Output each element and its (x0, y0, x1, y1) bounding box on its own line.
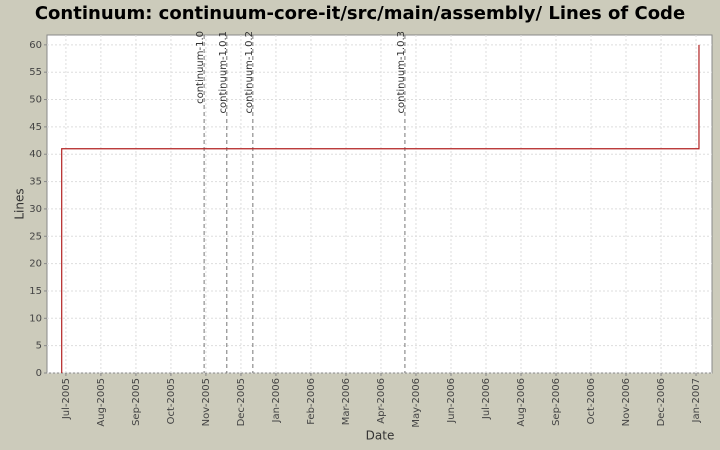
marker-label: continuum-1.0.3 (396, 31, 407, 113)
marker-label: continuum-1.0.2 (244, 31, 255, 113)
x-tick-label: Mar-2006 (341, 378, 352, 425)
x-tick-label: Jul-2005 (61, 378, 72, 420)
y-tick-label: 20 (29, 259, 42, 270)
x-tick-label: Nov-2006 (621, 378, 632, 426)
y-tick-label: 0 (36, 368, 42, 379)
y-axis-label: Lines (13, 188, 27, 219)
x-tick-label: Oct-2006 (586, 378, 597, 424)
marker-label: continuum-1.0.1 (218, 31, 229, 113)
y-tick-label: 55 (29, 67, 42, 78)
data-line (61, 44, 700, 373)
y-tick-label: 45 (29, 122, 42, 133)
y-tick-label: 30 (29, 204, 42, 215)
y-tick-label: 40 (29, 149, 42, 160)
x-tick-label: Aug-2005 (96, 378, 107, 427)
x-tick-label: Sep-2005 (131, 378, 142, 426)
y-tick-label: 25 (29, 231, 42, 242)
x-axis-label: Date (366, 429, 395, 443)
x-tick-label: Jan-2006 (271, 378, 282, 423)
y-tick-label: 50 (29, 95, 42, 106)
x-tick-label: Dec-2006 (656, 378, 667, 426)
y-tick-label: 5 (36, 341, 42, 352)
y-tick-label: 60 (29, 40, 42, 51)
x-tick-label: Jun-2006 (446, 378, 457, 424)
x-tick-label: Nov-2005 (201, 378, 212, 426)
y-tick-label: 10 (29, 313, 42, 324)
x-tick-label: Feb-2006 (306, 378, 317, 425)
x-tick-label: Apr-2006 (376, 378, 387, 424)
x-tick-label: Dec-2005 (236, 378, 247, 426)
chart-title: Continuum: continuum-core-it/src/main/as… (35, 3, 685, 24)
marker-label: continuum-1.0 (195, 31, 206, 104)
x-tick-label: Oct-2005 (166, 378, 177, 424)
x-tick-label: Jul-2006 (481, 378, 492, 420)
plot-area (46, 34, 713, 374)
y-tick-label: 35 (29, 177, 42, 188)
x-tick-label: Sep-2006 (551, 378, 562, 426)
x-tick-label: Aug-2006 (516, 378, 527, 427)
y-tick-label: 15 (29, 286, 42, 297)
x-tick-label: Jan-2007 (691, 378, 702, 423)
x-tick-label: May-2006 (411, 378, 422, 428)
